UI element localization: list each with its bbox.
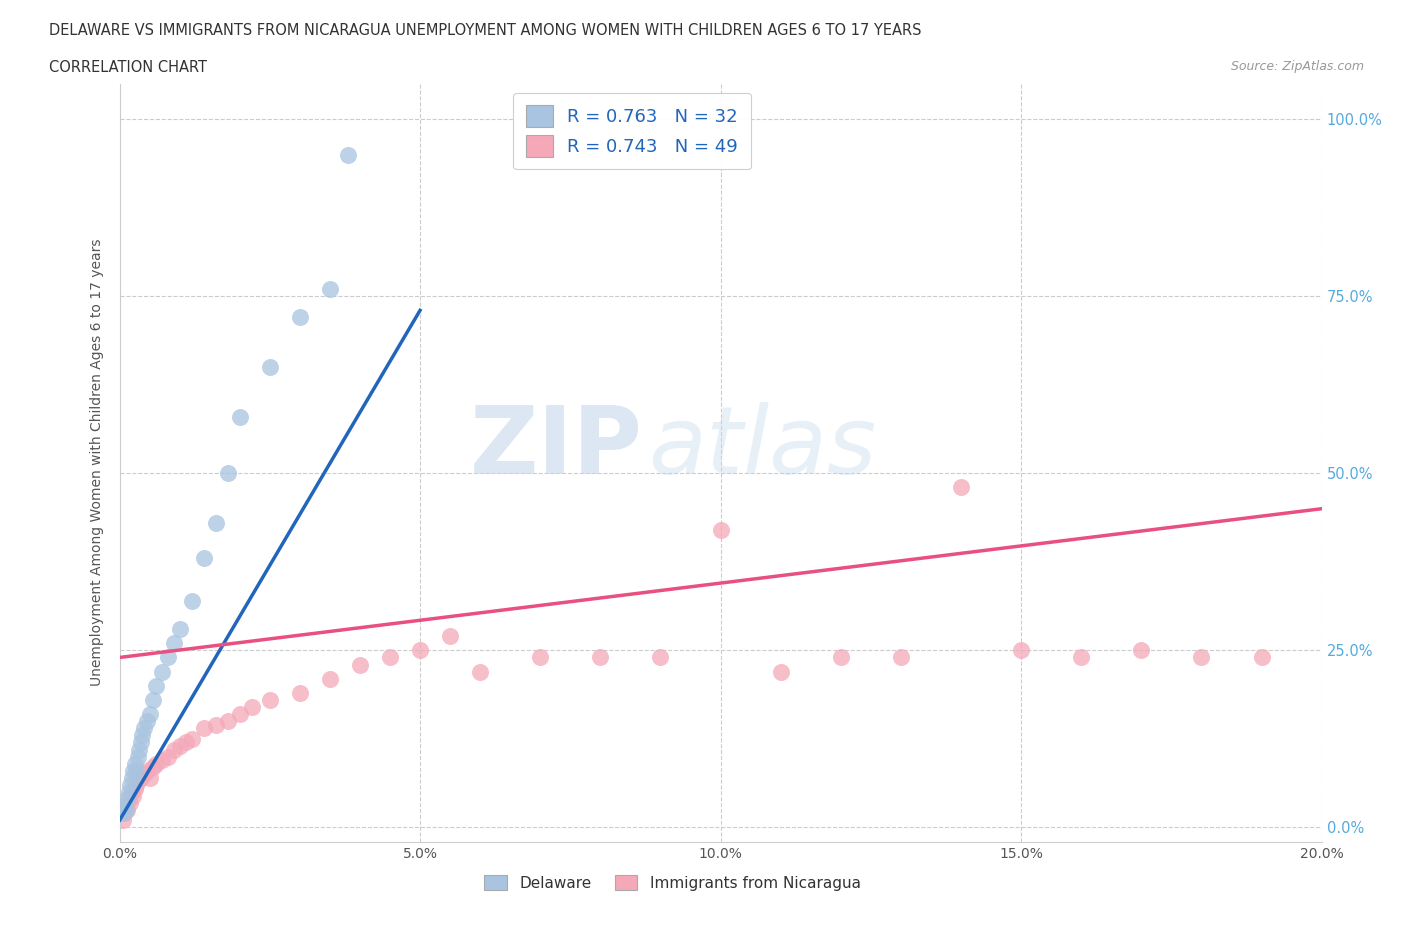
Point — [114, 799, 136, 814]
Point — [115, 803, 138, 817]
Point — [169, 621, 191, 636]
Point — [125, 777, 148, 792]
Point — [259, 360, 281, 375]
Point — [142, 760, 165, 775]
Point — [1010, 643, 1032, 658]
Point — [217, 466, 239, 481]
Text: DELAWARE VS IMMIGRANTS FROM NICARAGUA UNEMPLOYMENT AMONG WOMEN WITH CHILDREN AGE: DELAWARE VS IMMIGRANTS FROM NICARAGUA UN… — [49, 23, 922, 38]
Point — [135, 714, 157, 729]
Point — [138, 707, 160, 722]
Point — [950, 480, 973, 495]
Point — [174, 735, 197, 750]
Point — [121, 764, 143, 778]
Point — [180, 732, 202, 747]
Point — [162, 636, 184, 651]
Point — [349, 658, 371, 672]
Point — [117, 785, 139, 800]
Point — [228, 707, 252, 722]
Point — [529, 650, 551, 665]
Point — [228, 409, 252, 424]
Point — [120, 795, 142, 810]
Point — [115, 791, 138, 806]
Point — [124, 756, 146, 771]
Point — [112, 799, 135, 814]
Point — [150, 664, 173, 679]
Point — [589, 650, 612, 665]
Point — [1250, 650, 1272, 665]
Point — [156, 750, 179, 764]
Point — [319, 282, 342, 297]
Point — [169, 738, 191, 753]
Point — [1130, 643, 1153, 658]
Point — [129, 770, 152, 785]
Point — [240, 699, 263, 714]
Point — [111, 806, 134, 821]
Y-axis label: Unemployment Among Women with Children Ages 6 to 17 years: Unemployment Among Women with Children A… — [90, 239, 104, 686]
Point — [132, 767, 155, 782]
Point — [142, 693, 165, 708]
Point — [121, 785, 143, 800]
Point — [156, 650, 179, 665]
Point — [1189, 650, 1212, 665]
Point — [336, 147, 359, 162]
Point — [127, 750, 149, 764]
Point — [125, 764, 148, 778]
Point — [132, 721, 155, 736]
Point — [124, 781, 146, 796]
Legend: Delaware, Immigrants from Nicaragua: Delaware, Immigrants from Nicaragua — [477, 867, 869, 898]
Point — [128, 742, 150, 757]
Point — [217, 714, 239, 729]
Point — [121, 770, 143, 785]
Point — [112, 806, 135, 821]
Point — [288, 685, 311, 700]
Point — [135, 764, 157, 778]
Point — [121, 788, 143, 803]
Point — [1070, 650, 1092, 665]
Text: atlas: atlas — [648, 402, 877, 493]
Point — [193, 551, 215, 565]
Point — [127, 774, 149, 789]
Point — [204, 717, 226, 732]
Text: ZIP: ZIP — [470, 402, 643, 494]
Point — [650, 650, 672, 665]
Text: CORRELATION CHART: CORRELATION CHART — [49, 60, 207, 75]
Point — [138, 770, 160, 785]
Point — [193, 721, 215, 736]
Point — [830, 650, 852, 665]
Point — [111, 813, 134, 828]
Text: Source: ZipAtlas.com: Source: ZipAtlas.com — [1230, 60, 1364, 73]
Point — [439, 629, 461, 644]
Point — [319, 671, 342, 686]
Point — [162, 742, 184, 757]
Point — [709, 523, 731, 538]
Point — [769, 664, 792, 679]
Point — [470, 664, 492, 679]
Point — [117, 791, 139, 806]
Point — [145, 756, 167, 771]
Point — [259, 693, 281, 708]
Point — [890, 650, 912, 665]
Point — [129, 735, 152, 750]
Point — [409, 643, 432, 658]
Point — [114, 803, 136, 817]
Point — [204, 515, 226, 530]
Point — [150, 752, 173, 767]
Point — [378, 650, 401, 665]
Point — [120, 777, 142, 792]
Point — [145, 678, 167, 693]
Point — [131, 728, 153, 743]
Point — [288, 310, 311, 325]
Point — [180, 593, 202, 608]
